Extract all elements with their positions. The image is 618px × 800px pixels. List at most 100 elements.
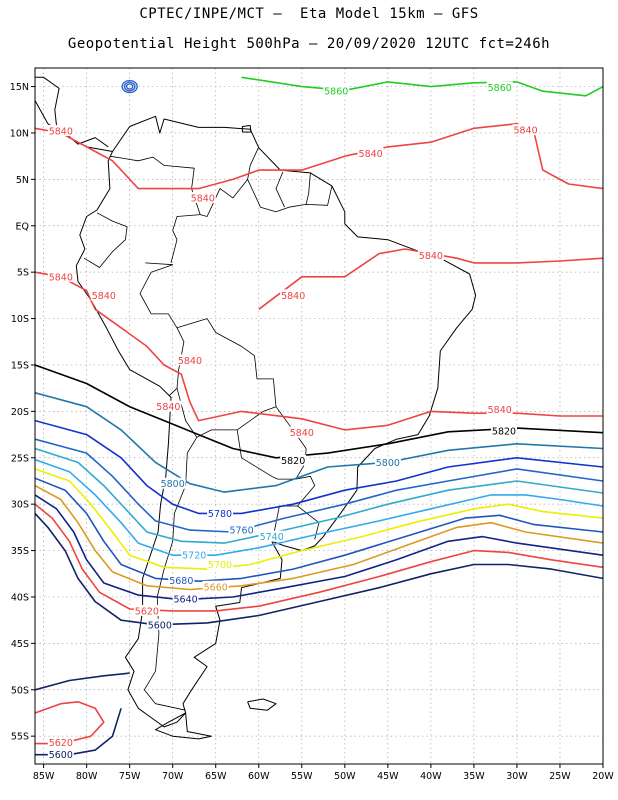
contour-label-bg	[47, 736, 74, 748]
lat-tick-label: 30S	[11, 500, 29, 511]
contour-label-bg	[159, 477, 186, 489]
country-border	[200, 179, 248, 217]
contour-5640	[35, 494, 603, 601]
coastline-central-america-caribbean	[35, 76, 109, 148]
contour-5740	[35, 447, 603, 544]
lat-tick-label: 35S	[11, 546, 29, 557]
contour-label-bg	[258, 530, 285, 542]
contour-label: 5840	[359, 149, 383, 160]
contour-label: 5840	[281, 291, 305, 302]
contour-label-bg	[288, 426, 315, 438]
lat-tick-label: 45S	[11, 639, 29, 650]
contour-label-bg	[207, 558, 234, 570]
lon-tick-label: 40W	[420, 771, 442, 782]
contour-label-bg	[417, 249, 444, 261]
coastline-falklands	[247, 698, 277, 711]
lat-tick-label: 55S	[11, 732, 29, 743]
contour-label: 5840	[191, 193, 215, 204]
lon-tick-label: 65W	[205, 771, 227, 782]
contour-label: 5840	[419, 251, 443, 262]
contour-label-bg	[486, 81, 513, 93]
contour-5800	[35, 392, 603, 493]
lat-tick-label: EQ	[16, 221, 29, 232]
contour-5840	[35, 271, 603, 431]
lon-tick-label: 75W	[119, 771, 141, 782]
contour-label-bg	[491, 424, 518, 436]
lat-tick-label: 10N	[10, 128, 29, 139]
contour-5600	[35, 672, 130, 691]
lat-tick-label: 15S	[11, 360, 29, 371]
contour-label-bg	[172, 592, 199, 604]
lat-tick-label: 40S	[11, 592, 29, 603]
lat-tick-label: 50S	[11, 685, 29, 696]
contour-label-bg	[486, 403, 513, 415]
contour-label: 5840	[49, 272, 73, 283]
lat-tick-label: 15N	[10, 82, 29, 93]
coastlines-borders	[35, 76, 477, 740]
contour-label: 5820	[492, 426, 516, 437]
contour-label-bg	[202, 580, 229, 592]
contour-5780	[35, 419, 603, 515]
lat-tick-label: 5S	[17, 268, 29, 279]
contour-label: 5840	[513, 126, 537, 137]
contour-label-bg	[47, 125, 74, 137]
contour-label: 5680	[169, 576, 193, 587]
contour-labels: 5860 5860 5840 5840 5840 5840 5840 5840 5840 5840…	[47, 81, 539, 761]
contour-label-bg	[512, 124, 539, 136]
axis-ticks: 15N 10N 5N EQ 5S 10S 15S 20S 25S 30S 35S 40S 45S 50S 5…	[10, 82, 615, 782]
closed-contour-ring	[123, 81, 136, 92]
contour-label: 5760	[229, 526, 253, 537]
contour-label: 5840	[290, 428, 314, 439]
lon-tick-label: 60W	[248, 771, 270, 782]
contour-label: 5860	[324, 87, 348, 98]
country-border	[83, 212, 128, 268]
lon-tick-label: 55W	[291, 771, 313, 782]
contour-label: 5620	[135, 606, 159, 617]
lon-tick-label: 85W	[33, 771, 55, 782]
map-title-line1: CPTEC/INPE/MCT – Eta Model 15km – GFS	[139, 6, 479, 22]
lon-tick-label: 45W	[377, 771, 399, 782]
lon-tick-label: 35W	[463, 771, 485, 782]
lon-tick-label: 80W	[76, 771, 98, 782]
contour-label-bg	[47, 270, 74, 282]
contour-label: 5600	[148, 620, 172, 631]
contour-label-bg	[323, 85, 350, 97]
contour-label-bg	[207, 507, 234, 519]
contour-label-bg	[357, 147, 384, 159]
lon-tick-label: 70W	[162, 771, 184, 782]
contour-label: 5720	[182, 551, 206, 562]
height-contours	[35, 76, 603, 756]
contour-label-bg	[133, 604, 160, 616]
contour-label: 5800	[161, 479, 185, 490]
contour-label: 5700	[208, 560, 232, 571]
contour-5680	[35, 477, 603, 583]
contour-label: 5860	[488, 83, 512, 94]
contour-label: 5600	[49, 750, 73, 761]
lon-tick-label: 25W	[549, 771, 571, 782]
lat-tick-label: 5N	[16, 175, 29, 186]
map-frame	[34, 67, 604, 765]
closed-contour-ring	[121, 79, 138, 94]
map-title-line2: Geopotential Height 500hPa – 20/09/2020 …	[67, 36, 551, 52]
country-border	[305, 172, 311, 205]
gridlines	[35, 68, 604, 764]
contour-label-bg	[168, 574, 195, 586]
contour-label-bg	[47, 748, 74, 760]
lon-tick-label: 20W	[592, 771, 614, 782]
contour-label: 5640	[174, 594, 198, 605]
contour-label-bg	[155, 400, 182, 412]
contour-label-bg	[280, 289, 307, 301]
contour-5720	[35, 458, 603, 557]
lat-tick-label: 10S	[11, 314, 29, 325]
contour-label-bg	[189, 191, 216, 203]
contour-5600	[35, 512, 603, 626]
contour-label: 5840	[178, 356, 202, 367]
country-border	[143, 437, 198, 711]
contour-label: 5620	[49, 738, 73, 749]
country-border	[247, 146, 333, 213]
contour-label-bg	[146, 618, 173, 630]
contour-label: 5660	[204, 582, 228, 593]
contour-label-bg	[228, 524, 255, 536]
country-border	[275, 171, 285, 208]
